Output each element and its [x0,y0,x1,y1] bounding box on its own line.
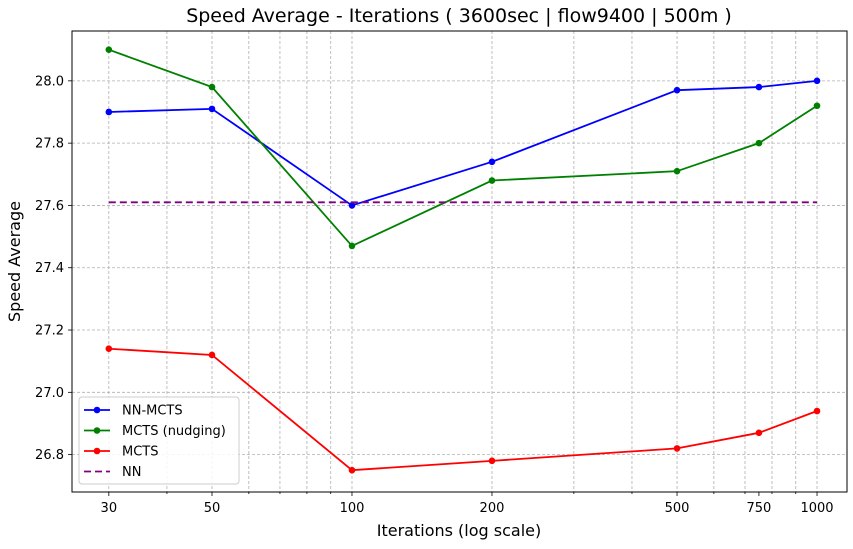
x-axis-title: Iterations (log scale) [377,521,541,540]
legend-label-mcts-nudging: MCTS (nudging) [122,424,226,439]
data-point-mcts-nudging [488,177,496,184]
x-tick-label: 50 [204,501,221,516]
data-point-nn-mcts [755,83,763,91]
data-point-mcts [755,429,763,437]
data-point-mcts-nudging [755,139,763,147]
data-point-mcts [348,466,356,474]
data-point-mcts-nudging [673,167,681,175]
data-point-nn-mcts [488,158,496,166]
y-tick-label: 27.0 [35,386,64,401]
y-tick-label: 28.0 [35,74,64,89]
data-point-nn-mcts [208,105,216,113]
x-tick-label: 500 [665,501,690,516]
y-tick-label: 27.8 [35,137,64,152]
y-tick-label: 27.4 [35,261,64,276]
x-tick-label: 750 [747,501,772,516]
x-tick-label: 30 [101,501,118,516]
ticks-layer: 30 50 100 200 500 750 1000 26.8 27.0 27.2 27.4 27.6… [35,74,834,516]
legend-label-nn: NN [122,465,141,480]
x-tick-label: 200 [480,501,505,516]
data-point-nn-mcts [673,86,681,94]
data-point-mcts-nudging [105,46,113,53]
data-point-mcts-nudging [348,242,356,250]
x-tick-label: 100 [340,501,365,516]
series-layer [105,46,821,474]
y-tick-label: 27.2 [35,324,64,339]
data-point-mcts-nudging [813,102,821,110]
data-point-mcts [813,407,821,415]
data-point-mcts [208,351,216,359]
legend: NN-MCTS MCTS (nudging) MCTS NN [78,396,240,485]
y-tick-label: 27.6 [35,199,64,214]
data-point-nn-mcts [105,108,113,116]
legend-label-nn-mcts: NN-MCTS [122,404,183,419]
x-tick-label: 1000 [800,501,833,516]
y-axis-title: Speed Average [5,201,24,322]
data-point-nn-mcts [348,202,356,209]
legend-box [78,396,240,485]
data-point-mcts [673,445,681,452]
legend-marker-mcts [93,447,101,455]
legend-marker-nn-mcts [93,406,101,414]
data-point-nn-mcts [813,77,821,85]
y-tick-label: 26.8 [35,448,64,463]
data-point-mcts [488,457,496,465]
chart-title: Speed Average - Iterations ( 3600sec | f… [186,5,732,27]
data-point-mcts [105,345,113,353]
plot-frame [71,30,848,493]
legend-label-mcts: MCTS [122,445,159,460]
series-line-mcts-nudging [108,48,818,248]
data-point-mcts-nudging [208,83,216,91]
grid-layer [72,31,847,492]
legend-marker-mcts-nudging [93,427,101,434]
